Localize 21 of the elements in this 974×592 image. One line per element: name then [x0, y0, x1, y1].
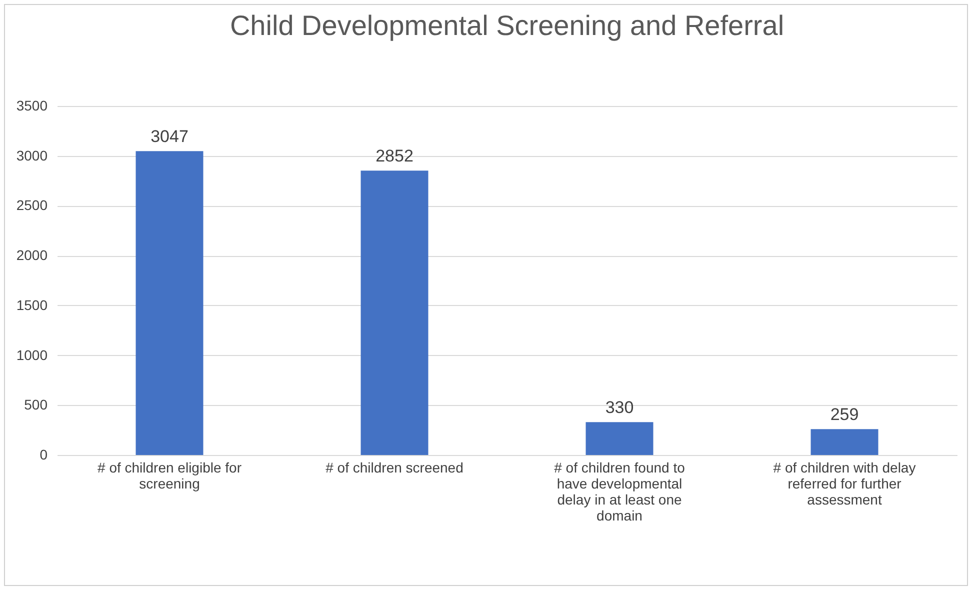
bar — [586, 422, 654, 455]
y-tick-label: 0 — [40, 446, 48, 462]
bar — [360, 170, 428, 455]
chart-title: Child Developmental Screening and Referral — [230, 10, 784, 41]
y-tick-label: 3000 — [16, 147, 48, 164]
y-tick-label: 1000 — [16, 346, 48, 363]
y-tick-label: 1500 — [16, 296, 48, 313]
data-label: 3047 — [150, 127, 188, 146]
y-tick-label: 3500 — [16, 98, 48, 114]
data-label: 259 — [830, 405, 859, 424]
x-tick-label: # of children screened — [326, 460, 464, 476]
x-tick-label: # of children eligible for screening — [98, 460, 242, 492]
y-tick-label: 2500 — [16, 197, 48, 214]
bar — [810, 429, 878, 455]
bar — [136, 151, 204, 455]
x-tick-label: # of children with delay referred for further assessment — [773, 460, 916, 508]
y-tick-label: 2000 — [16, 247, 48, 264]
y-tick-label: 500 — [24, 396, 48, 413]
data-label: 2852 — [376, 146, 414, 166]
data-label: 330 — [605, 398, 634, 418]
x-tick-label: # of children found to have developmental delay in at least one domain — [554, 460, 686, 524]
